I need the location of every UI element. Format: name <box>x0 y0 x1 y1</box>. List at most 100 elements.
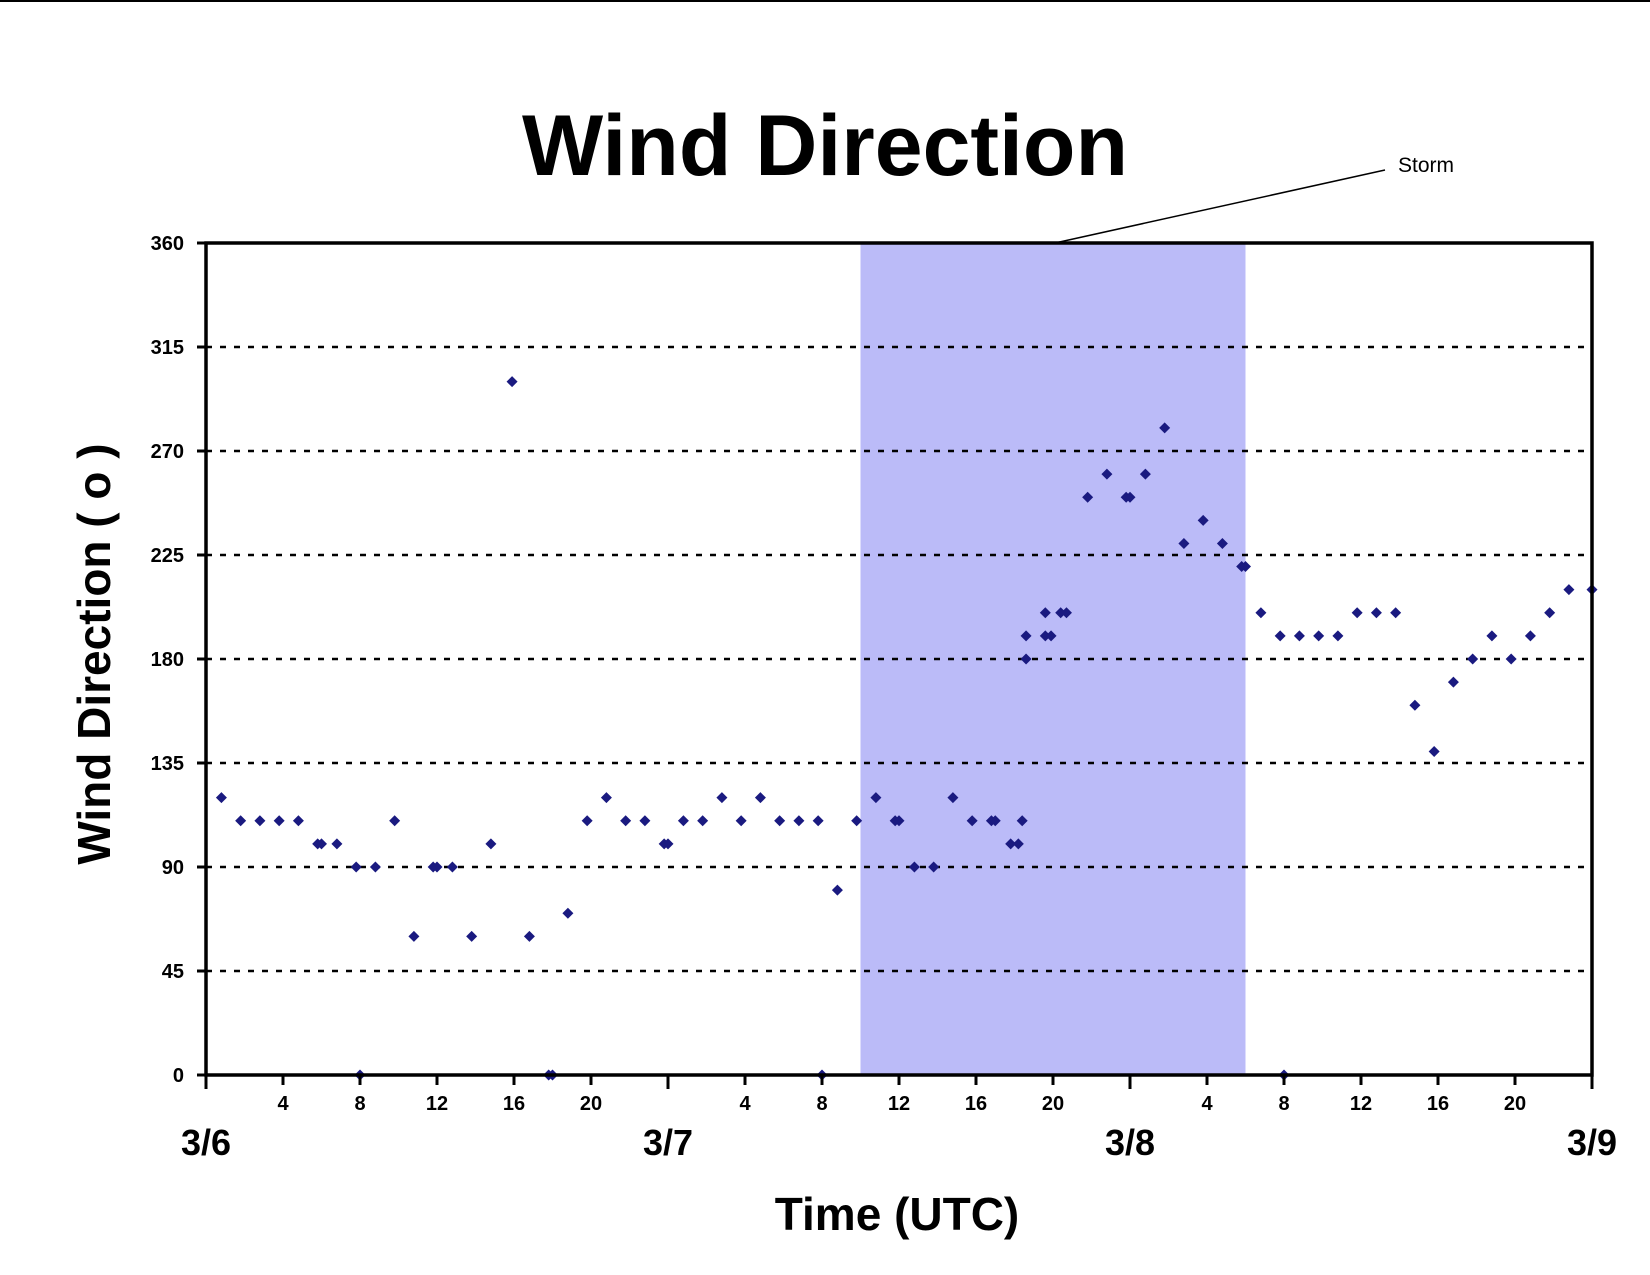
y-tick-label: 225 <box>151 545 184 567</box>
data-point <box>523 930 535 942</box>
data-point <box>1082 491 1094 503</box>
data-point <box>1039 607 1051 619</box>
data-point <box>466 930 478 942</box>
data-point <box>1020 630 1032 642</box>
data-point <box>389 815 401 827</box>
y-tick-label: 180 <box>151 649 184 671</box>
x-tick-label: 16 <box>965 1093 987 1115</box>
data-point <box>1332 630 1344 642</box>
data-point <box>1409 699 1421 711</box>
axes <box>197 241 1594 1089</box>
data-point <box>1293 630 1305 642</box>
data-point <box>1447 676 1459 688</box>
data-point <box>331 838 343 850</box>
data-point <box>506 376 518 388</box>
data-point <box>273 815 285 827</box>
data-point <box>369 861 381 873</box>
x-tick-label: 4 <box>1201 1093 1213 1115</box>
x-tick-labels: 4 8 12 16 20 4 8 12 16 20 4 8 12 16 20 <box>277 1093 1526 1115</box>
day-label: 3/6 <box>181 1122 231 1163</box>
y-tick-label: 135 <box>151 753 184 775</box>
data-point <box>431 861 443 873</box>
x-tick-label: 20 <box>580 1093 602 1115</box>
storm-callout-line <box>1054 169 1386 244</box>
y-tick-label: 270 <box>151 441 184 463</box>
data-point <box>870 792 882 804</box>
data-point <box>292 815 304 827</box>
data-point <box>662 838 674 850</box>
data-point <box>1428 745 1440 757</box>
chart-title: Wind Direction <box>522 98 1128 194</box>
x-tick-label: 8 <box>1278 1093 1289 1115</box>
x-tick-label: 16 <box>1427 1093 1449 1115</box>
data-point <box>1255 607 1267 619</box>
data-point <box>350 861 362 873</box>
data-point <box>735 815 747 827</box>
data-point <box>1313 630 1325 642</box>
data-point <box>697 815 709 827</box>
data-point <box>1101 468 1113 480</box>
data-point <box>485 838 497 850</box>
x-tick-label: 4 <box>277 1093 289 1115</box>
data-point <box>1486 630 1498 642</box>
data-point <box>1390 607 1402 619</box>
data-point <box>812 815 824 827</box>
data-points <box>215 376 1598 1081</box>
x-axis-label: Time (UTC) <box>775 1188 1020 1240</box>
x-tick-label: 4 <box>739 1093 751 1115</box>
data-point <box>1039 630 1051 642</box>
data-point <box>1055 607 1067 619</box>
data-point <box>1505 653 1517 665</box>
x-tick-label: 16 <box>503 1093 525 1115</box>
data-point <box>1240 561 1251 573</box>
data-point <box>639 815 651 827</box>
storm-annotation: Storm <box>1398 154 1454 177</box>
data-point <box>851 815 863 827</box>
data-point <box>831 884 843 896</box>
x-tick-label: 20 <box>1042 1093 1064 1115</box>
data-point <box>774 815 786 827</box>
data-point <box>1274 630 1286 642</box>
data-point <box>754 792 766 804</box>
day-label: 3/8 <box>1105 1122 1155 1163</box>
x-tick-label: 8 <box>354 1093 365 1115</box>
y-tick-label: 0 <box>173 1065 184 1087</box>
data-point <box>215 792 227 804</box>
data-point <box>408 930 420 942</box>
data-point <box>235 815 247 827</box>
y-tick-label: 45 <box>162 961 184 983</box>
data-point <box>1544 607 1556 619</box>
day-label: 3/9 <box>1567 1122 1617 1163</box>
x-tick-label: 8 <box>816 1093 827 1115</box>
data-point <box>947 792 959 804</box>
data-point <box>1060 607 1072 619</box>
data-point <box>1045 630 1057 642</box>
y-tick-label: 315 <box>151 337 184 359</box>
day-label: 3/7 <box>643 1122 693 1163</box>
data-point <box>1020 653 1032 665</box>
data-point <box>1016 815 1028 827</box>
data-point <box>254 815 266 827</box>
data-point <box>316 838 327 850</box>
y-axis-label: Wind Direction ( o ) <box>68 443 120 864</box>
data-point <box>716 792 728 804</box>
x-tick-label: 20 <box>1504 1093 1526 1115</box>
data-point <box>620 815 632 827</box>
data-point <box>1178 537 1190 549</box>
data-point <box>908 861 920 873</box>
data-point <box>446 861 458 873</box>
data-point <box>600 792 612 804</box>
data-point <box>1124 491 1136 503</box>
data-point <box>1159 422 1171 434</box>
data-point <box>1351 607 1363 619</box>
top-border-line <box>0 0 1650 2</box>
data-point <box>1563 584 1575 596</box>
data-point <box>1524 630 1536 642</box>
y-tick-label: 360 <box>151 233 184 255</box>
data-point <box>677 815 689 827</box>
x-tick-label: 12 <box>888 1093 910 1115</box>
data-point <box>793 815 805 827</box>
y-tick-labels: 0 45 90 135 180 225 270 315 360 <box>151 233 184 1087</box>
data-point <box>1005 838 1017 850</box>
